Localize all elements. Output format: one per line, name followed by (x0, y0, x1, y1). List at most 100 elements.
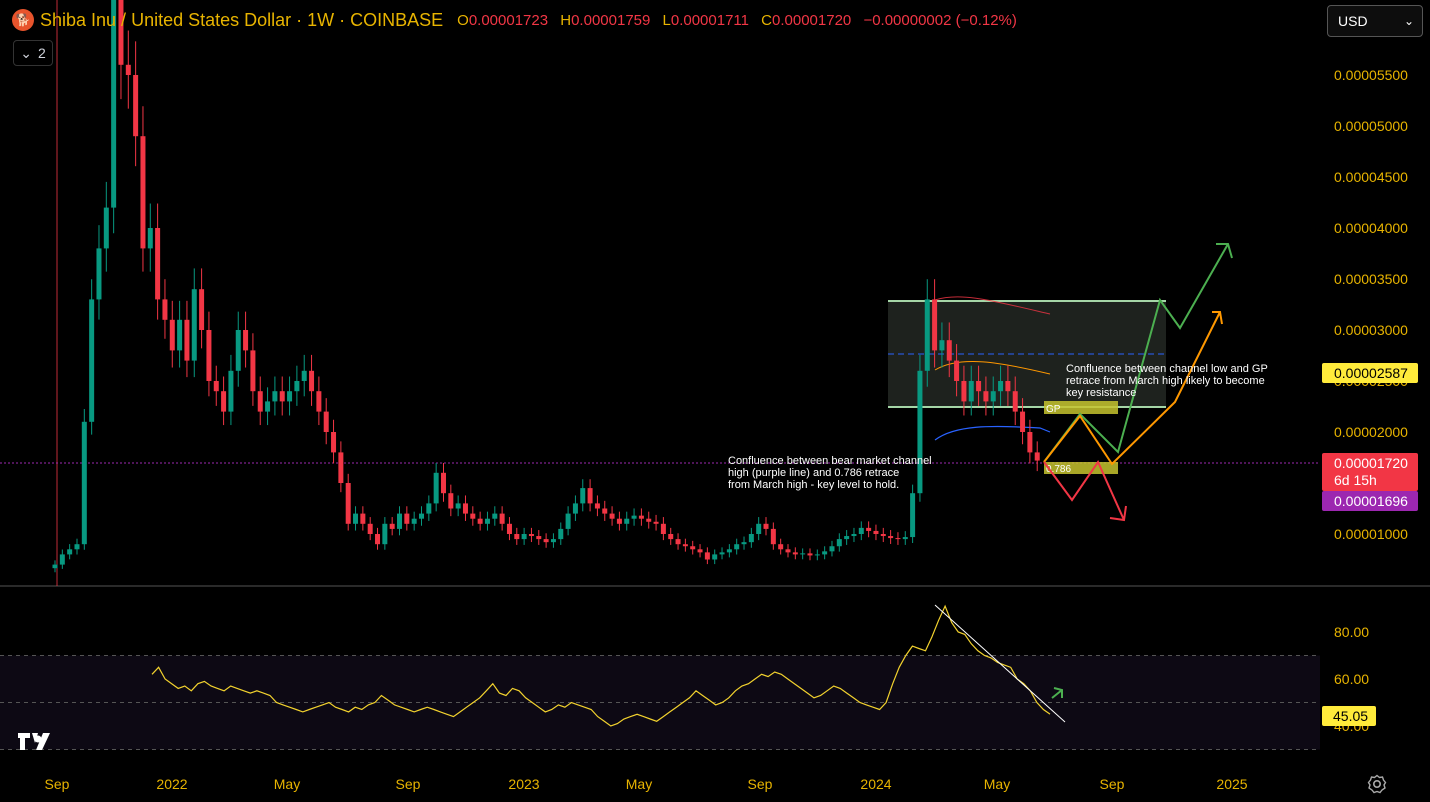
candle-body (338, 452, 344, 483)
candle (851, 527, 857, 543)
candle (155, 203, 161, 320)
candle-body (910, 493, 916, 538)
time-tick-label: 2025 (1216, 776, 1247, 792)
candle-body (792, 552, 798, 555)
candle-body (162, 299, 168, 320)
candle-body (228, 370, 234, 412)
symbol-title[interactable]: Shiba Inu / United States Dollar · 1W · … (40, 9, 444, 30)
candle (902, 531, 908, 545)
low-label: L (662, 11, 671, 29)
candle-body (89, 299, 95, 422)
candle-body (103, 207, 109, 249)
candle-body (565, 513, 571, 529)
candle (206, 311, 212, 397)
candle (272, 376, 278, 416)
candle-body (770, 528, 776, 545)
candle (990, 376, 996, 416)
candle (301, 354, 307, 397)
candle (433, 463, 439, 512)
candle (125, 30, 131, 109)
candle (52, 560, 58, 573)
candle-body (257, 391, 263, 412)
candle (440, 463, 446, 502)
candle (748, 527, 754, 548)
currency-select[interactable]: USD ⌄ (1327, 5, 1423, 37)
candle-body (954, 360, 960, 381)
bear-channel-price-badge: 0.00001696 (1334, 493, 1408, 509)
rsi-last-badge-bg (1322, 706, 1376, 726)
high-label: H (560, 11, 572, 29)
candle (397, 506, 403, 536)
candle-body (440, 472, 446, 494)
chevron-down-icon: ⌄ (20, 44, 32, 61)
candle-body (917, 370, 923, 494)
last-price-badge-bg (1322, 453, 1418, 491)
price-tick-label: 0.00005000 (1334, 118, 1408, 134)
candle (822, 546, 828, 560)
candle (506, 517, 512, 541)
candle (199, 268, 205, 349)
candle-body (572, 503, 578, 514)
candle-body (587, 488, 593, 504)
candle (133, 41, 139, 167)
candle-body (932, 299, 938, 351)
candle (382, 517, 388, 550)
candle (594, 495, 600, 517)
candle-body (74, 544, 80, 550)
candle-body (301, 370, 307, 381)
price-tick-label: 0.00004000 (1334, 220, 1408, 236)
ma-orange-line (934, 360, 1051, 375)
price-tick-label: 0.00005500 (1334, 67, 1408, 83)
candle-body (287, 391, 293, 402)
candle (389, 517, 395, 536)
price-tick-label: 0.00003000 (1334, 322, 1408, 338)
right-annotation: Confluence between channel low and GP ret… (1066, 363, 1268, 399)
candle-body (646, 518, 652, 522)
candle (103, 181, 109, 272)
candle-body (844, 536, 850, 540)
candle (946, 322, 952, 378)
candle-body (367, 523, 373, 534)
candle (675, 533, 681, 550)
candle-body (719, 552, 725, 555)
candle (140, 106, 146, 272)
gp-zone (1044, 401, 1118, 414)
candle (910, 484, 916, 543)
candle-body (323, 411, 329, 432)
rsi-last-badge: 45.05 (1333, 708, 1368, 724)
candle-body (52, 564, 58, 569)
candle-body (426, 503, 432, 514)
candle-body (484, 518, 490, 524)
time-tick-label: Sep (45, 776, 70, 792)
indicators-collapse-button[interactable]: ⌄ 2 (13, 40, 53, 66)
settings-gear-icon[interactable] (1366, 773, 1388, 795)
candle (939, 322, 945, 368)
candle (338, 441, 344, 493)
candle-body (140, 136, 146, 249)
candle (243, 311, 249, 368)
candle-body (836, 539, 842, 547)
ma-blue-line (934, 425, 1051, 441)
candle-body (660, 523, 666, 534)
candle-body (924, 299, 930, 371)
candle-body (734, 544, 740, 550)
open-value: 0.00001723 (468, 11, 549, 29)
candle-body (309, 370, 315, 392)
candle-body (653, 521, 659, 524)
candle-body (712, 554, 718, 560)
candle (477, 511, 483, 531)
tradingview-logo-icon (18, 733, 50, 750)
candle (1005, 365, 1011, 406)
candle (462, 495, 468, 521)
candle-body (265, 401, 271, 412)
candle (924, 279, 930, 387)
candle (1020, 398, 1026, 445)
candle (712, 549, 718, 565)
candle-body (81, 421, 87, 545)
candle-body (726, 549, 732, 553)
candle-body (316, 391, 322, 412)
rsi-band (0, 655, 1320, 750)
candle-body (477, 518, 483, 524)
candle (89, 279, 95, 435)
